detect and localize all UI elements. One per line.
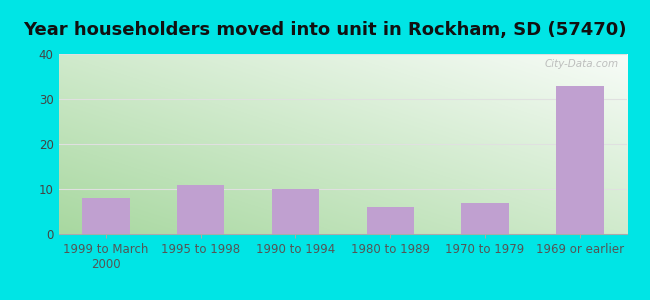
Bar: [556, 85, 604, 234]
Text: Year householders moved into unit in Rockham, SD (57470): Year householders moved into unit in Roc…: [23, 21, 627, 39]
Bar: [367, 207, 414, 234]
Bar: [82, 198, 129, 234]
Bar: [177, 184, 224, 234]
Text: City-Data.com: City-Data.com: [545, 59, 619, 69]
Bar: [272, 189, 319, 234]
Bar: [462, 202, 509, 234]
